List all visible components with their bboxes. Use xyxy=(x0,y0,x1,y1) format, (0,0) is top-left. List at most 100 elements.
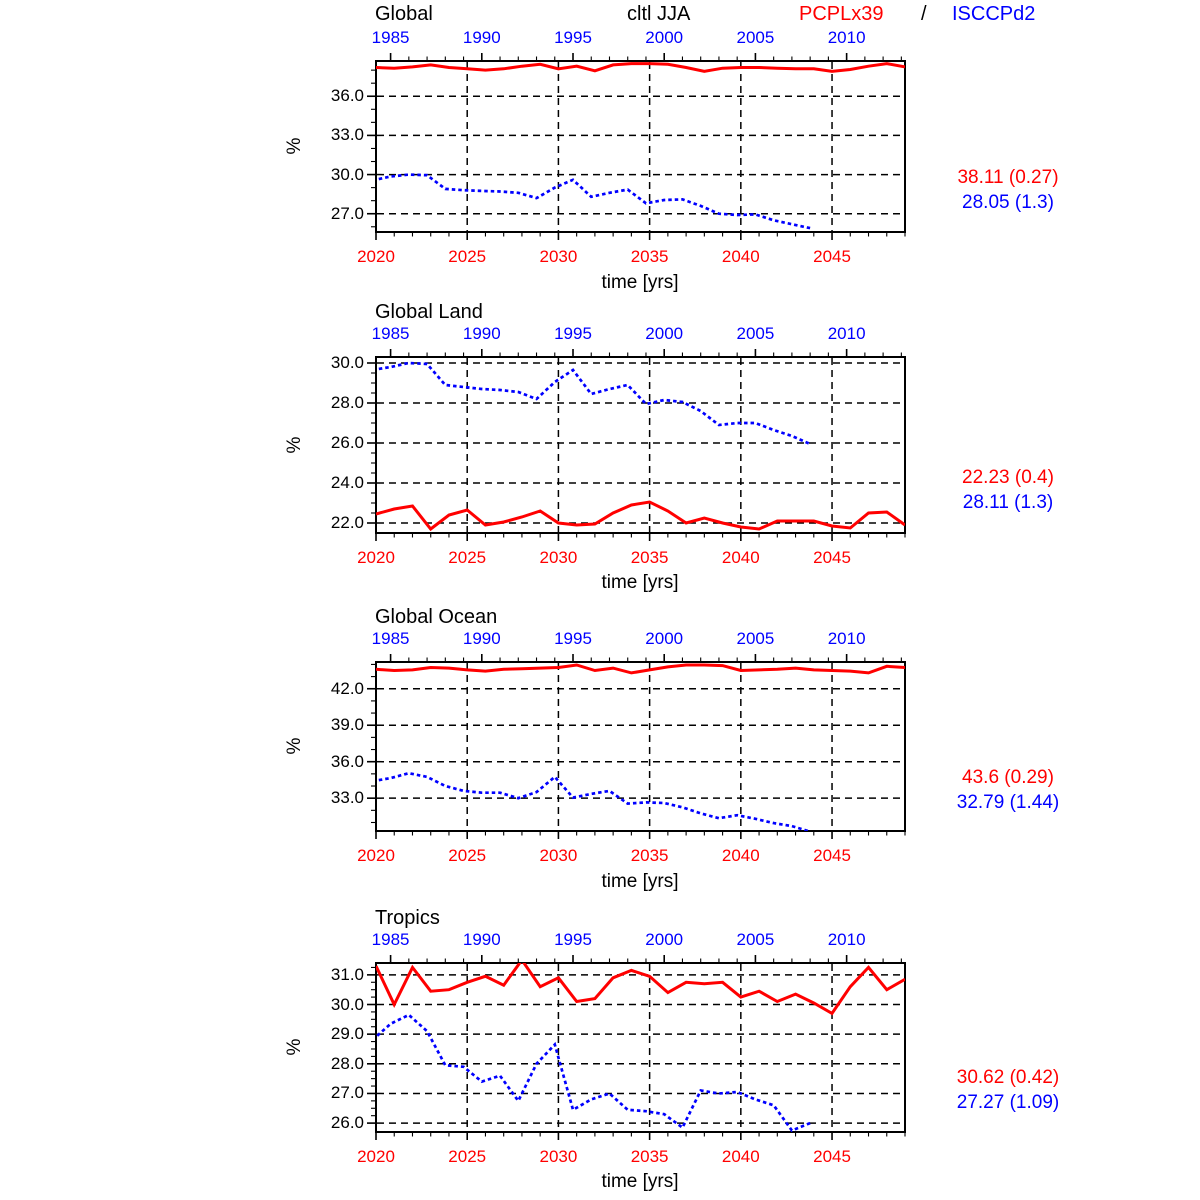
stat-pcplx39-global: 38.11 (0.27) xyxy=(957,167,1059,188)
bottom-axis-tick-label: 2035 xyxy=(630,1147,669,1166)
top-axis-tick-label: 1985 xyxy=(371,930,410,949)
bottom-axis-tick-label: 2035 xyxy=(630,247,669,266)
x-axis-title: time [yrs] xyxy=(601,572,679,593)
top-axis-tick-label: 2005 xyxy=(736,629,775,648)
bottom-axis-tick-label: 2040 xyxy=(721,1147,760,1166)
top-axis-tick-label: 2000 xyxy=(645,629,684,648)
pcplx39-line-global xyxy=(376,62,905,73)
plot-box xyxy=(375,60,906,233)
top-axis-tick-label: 1985 xyxy=(371,629,410,648)
stat-isccpd2-tropics: 27.27 (1.09) xyxy=(956,1092,1060,1113)
bottom-axis-tick-label: 2025 xyxy=(448,846,487,865)
bottom-axis-tick-label: 2045 xyxy=(813,548,851,567)
bottom-axis-tick-label: 2025 xyxy=(448,247,487,266)
isccpd2-line-tropics xyxy=(376,1013,811,1132)
plot-box xyxy=(375,356,906,534)
bottom-axis-tick-label: 2020 xyxy=(357,548,395,567)
bottom-axis-tick-label: 2030 xyxy=(539,247,578,266)
legend-series1-pcplx39: PCPLx39 xyxy=(799,3,884,25)
top-axis-tick-label: 2005 xyxy=(736,324,775,343)
bottom-axis-tick-label: 2020 xyxy=(357,1147,395,1166)
bottom-axis-tick-label: 2035 xyxy=(630,548,669,567)
isccpd2-line-global xyxy=(376,173,811,230)
top-axis-tick-label: 1990 xyxy=(462,28,501,47)
panel-plot-1 xyxy=(367,349,906,541)
top-axis-tick-label: 1990 xyxy=(462,930,501,949)
plot-box xyxy=(375,661,906,832)
y-tick-label: 28.0 xyxy=(330,393,364,412)
bottom-axis-tick-label: 2045 xyxy=(813,846,851,865)
y-tick-label: 26.0 xyxy=(330,433,364,452)
top-axis-tick-label: 2010 xyxy=(827,324,866,343)
isccpd2-line-global-ocean xyxy=(376,771,811,831)
bottom-axis-tick-label: 2025 xyxy=(448,1147,487,1166)
y-tick-label: 27.0 xyxy=(330,1083,364,1103)
top-axis-tick-label: 2010 xyxy=(827,629,866,648)
bottom-axis-tick-label: 2030 xyxy=(539,548,578,567)
top-axis-tick-label: 1985 xyxy=(371,28,410,47)
top-axis-tick-label: 1995 xyxy=(554,28,592,47)
y-tick-label: 30.0 xyxy=(330,353,364,372)
y-tick-label: 33.0 xyxy=(330,788,364,808)
bottom-axis-tick-label: 2040 xyxy=(721,846,760,865)
top-axis-tick-label: 1985 xyxy=(371,324,410,343)
y-tick-label: 30.0 xyxy=(330,994,364,1014)
bottom-axis-tick-label: 2040 xyxy=(721,247,760,266)
top-axis-tick-label: 1990 xyxy=(462,324,501,343)
stat-isccpd2-global: 28.05 (1.3) xyxy=(962,192,1054,213)
pcplx39-line-global-ocean xyxy=(376,663,905,675)
bottom-axis-tick-label: 2035 xyxy=(630,846,669,865)
top-axis-tick-label: 1995 xyxy=(554,324,592,343)
y-tick-label: 42.0 xyxy=(330,678,364,698)
y-tick-label: 31.0 xyxy=(330,964,364,984)
panel-title-tropics: Tropics xyxy=(375,907,440,929)
pcplx39-line-tropics xyxy=(376,963,905,1016)
top-axis-tick-label: 2000 xyxy=(645,324,684,343)
panel-title-global-ocean: Global Ocean xyxy=(375,606,498,628)
top-axis-tick-label: 2005 xyxy=(736,930,775,949)
top-axis-tick-label: 2010 xyxy=(827,930,866,949)
panel-title-global-land: Global Land xyxy=(375,301,483,323)
panel-title-global: Global xyxy=(375,3,433,25)
top-axis-tick-label: 2005 xyxy=(736,28,775,47)
top-axis-tick-label: 2000 xyxy=(645,930,684,949)
y-tick-label: 24.0 xyxy=(330,473,364,492)
top-axis-tick-label: 1995 xyxy=(554,930,592,949)
plot-box xyxy=(375,962,906,1133)
pcplx39-line-global-land xyxy=(376,500,905,532)
top-axis-tick-label: 2000 xyxy=(645,28,684,47)
x-axis-title: time [yrs] xyxy=(601,1171,679,1192)
x-axis-title: time [yrs] xyxy=(601,871,679,892)
legend-series2-isccpd2: ISCCPd2 xyxy=(952,3,1036,25)
bottom-axis-tick-label: 2030 xyxy=(539,1147,578,1166)
y-tick-label: 28.0 xyxy=(330,1053,364,1073)
bottom-axis-tick-label: 2045 xyxy=(813,247,851,266)
bottom-axis-tick-label: 2030 xyxy=(539,846,578,865)
y-tick-label: 29.0 xyxy=(330,1024,364,1044)
bottom-axis-tick-label: 2045 xyxy=(813,1147,851,1166)
y-tick-label: 22.0 xyxy=(330,513,364,532)
stat-isccpd2-global-land: 28.11 (1.3) xyxy=(962,492,1054,513)
top-axis-tick-label: 2010 xyxy=(827,28,866,47)
stat-pcplx39-global-ocean: 43.6 (0.29) xyxy=(962,767,1054,788)
bottom-axis-tick-label: 2020 xyxy=(357,247,395,266)
bottom-axis-tick-label: 2040 xyxy=(721,548,760,567)
stat-isccpd2-global-ocean: 32.79 (1.44) xyxy=(956,792,1060,813)
y-tick-label: 27.0 xyxy=(330,203,364,223)
y-tick-label: 33.0 xyxy=(330,125,364,145)
top-axis-tick-label: 1990 xyxy=(462,629,501,648)
y-tick-label: 36.0 xyxy=(330,86,364,106)
panel-plot-3 xyxy=(367,955,906,1140)
variable-season-label: cltl JJA xyxy=(627,3,691,25)
y-tick-label: 30.0 xyxy=(330,164,364,184)
y-tick-label: 36.0 xyxy=(330,751,364,771)
bottom-axis-tick-label: 2020 xyxy=(357,846,395,865)
legend-separator: / xyxy=(921,3,927,25)
y-tick-label: 26.0 xyxy=(330,1113,364,1133)
stat-pcplx39-global-land: 22.23 (0.4) xyxy=(962,467,1054,488)
top-axis-tick-label: 1995 xyxy=(554,629,592,648)
x-axis-title: time [yrs] xyxy=(601,272,679,293)
bottom-axis-tick-label: 2025 xyxy=(448,548,487,567)
